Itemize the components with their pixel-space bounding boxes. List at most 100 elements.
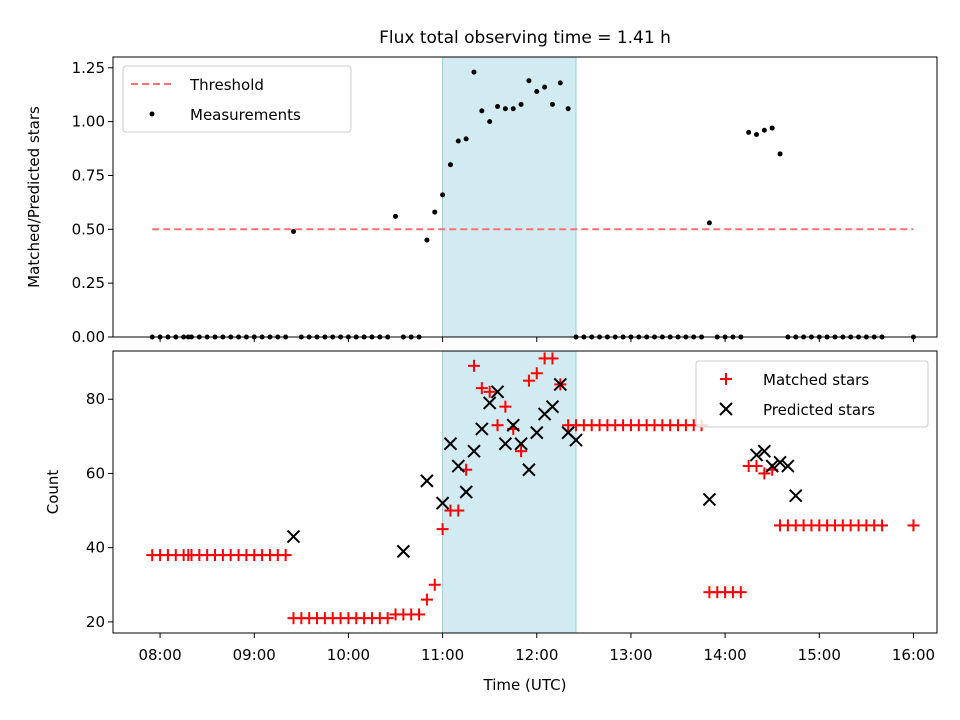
matched-stars-point [491,419,504,432]
top-legend: Threshold Measurements [122,65,352,133]
measurement-point [534,88,540,94]
legend-matched-swatch [720,373,732,385]
matched-stars-point [452,504,465,517]
top-x-axis [159,337,914,342]
matched-stars-point [428,578,441,591]
matched-stars-point [758,467,771,480]
measurement-point [526,78,532,84]
predicted-stars-point [514,437,528,451]
bottom-y-axis: 20 40 60 80 [86,390,113,631]
matched-stars-point [530,367,543,380]
measurement-point [479,108,485,114]
x-tick-label: 14:00 [703,646,746,664]
matched-stars-point [907,519,920,532]
bottom-highlight-span [442,350,577,634]
measurement-point [769,125,775,131]
legend-threshold-label: Threshold [189,76,264,94]
matched-stars-point [750,460,763,473]
measurement-point [393,213,399,219]
measurement-point [495,104,501,110]
matched-stars-point [413,608,426,621]
matched-stars-point [876,519,889,532]
predicted-stars-point [467,444,481,458]
measurement-point [777,151,783,157]
legend-predicted-swatch [719,402,733,416]
predicted-stars-point [553,377,568,392]
predicted-stars-point [765,459,779,473]
predicted-stars-point [482,396,497,410]
predicted-stars-point [420,474,434,488]
measurement-point [510,106,516,112]
measurement-point [549,101,555,107]
measurement-point [761,127,767,133]
predicted-stars-point [451,459,466,473]
top-frame [112,56,938,338]
predicted-stars-point [435,496,450,510]
predicted-stars-point [522,463,536,477]
matched-stars-point [467,359,480,372]
x-tick-label: 16:00 [892,646,935,664]
measurement-point [542,84,548,90]
predicted-stars-point [789,489,803,503]
predicted-stars-point [569,433,583,447]
bottom-frame [112,350,938,634]
matched-stars-point [279,549,292,562]
measurement-point [440,192,446,198]
predicted-stars-point [475,422,489,436]
predicted-stars-point [490,385,505,399]
top-y-axis-label: Matched/Predicted stars [25,106,43,288]
measurement-point [746,129,752,135]
y-tick-label: 60 [86,464,105,482]
y-tick-label: 1.00 [72,113,105,131]
predicted-stars-point [702,492,717,507]
bottom-legend: Matched stars Predicted stars [695,360,929,428]
matched-stars-point [381,612,394,625]
x-tick-label: 08:00 [138,646,181,664]
predicted-stars-point [506,418,520,432]
predicted-stars-point [530,425,544,440]
bottom-y-axis-label: Count [44,470,62,515]
measurement-point [502,106,508,112]
measurement-point [455,138,461,144]
measurement-point [706,220,712,226]
predicted-stars-point [286,529,301,544]
y-tick-label: 0.50 [72,220,105,238]
measurement-point [471,69,477,75]
chart-title: Flux total observing time = 1.41 h [379,28,671,48]
legend-predicted-label: Predicted stars [763,401,875,419]
matched-stars-point [499,400,512,413]
matched-stars-point [734,586,747,599]
x-tick-label: 09:00 [233,646,276,664]
measurement-point [424,237,430,243]
y-tick-label: 0.00 [72,328,105,346]
bottom-panel: 20 40 60 80 08:00 09:00 10:00 11:00 12:00 13:00 1… [44,350,938,694]
predicted-stars-point [757,444,772,458]
top-highlight-span [442,56,577,338]
predicted-stars-point [781,459,795,473]
predicted-stars-point [545,399,560,414]
y-tick-label: 0.75 [72,166,105,184]
measurement-point [518,101,524,107]
y-tick-label: 80 [86,390,105,408]
legend-matched-label: Matched stars [763,371,869,389]
x-axis-label: Time (UTC) [483,676,567,694]
predicted-stars-point [459,485,473,499]
y-tick-label: 20 [86,613,105,631]
x-tick-label: 12:00 [515,646,558,664]
measurement-point [447,162,453,168]
bottom-x-axis: 08:00 09:00 10:00 11:00 12:00 13:00 14:00 15:00… [138,633,935,664]
measurement-point [754,132,760,138]
predicted-stars-point [498,437,513,451]
predicted-stars-point [749,448,764,462]
top-panel: 0.00 0.25 0.50 0.75 1.00 1.25 Matched/Predict… [25,56,938,346]
matched-stars-point [515,445,528,458]
measurement-point [565,106,571,112]
y-tick-label: 1.25 [72,59,105,77]
legend-measurements-label: Measurements [190,106,301,124]
x-tick-label: 15:00 [798,646,841,664]
predicted-stars-point [773,455,787,470]
matched-stars-point [483,385,496,398]
measurement-point [290,228,296,234]
predicted-stars-point [443,437,458,451]
